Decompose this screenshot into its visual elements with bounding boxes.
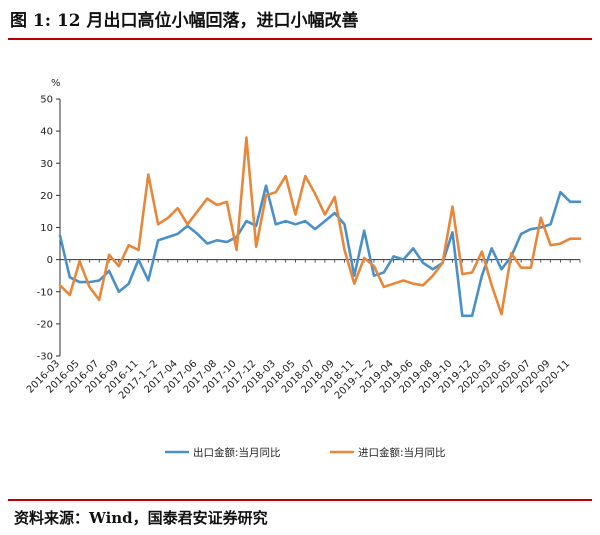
y-unit-label: % [51, 78, 61, 89]
y-tick-label: -10 [37, 287, 53, 298]
y-tick-label: 50 [40, 95, 53, 106]
y-axis: -30 -20 -10 0 10 20 30 40 50% [37, 78, 61, 363]
chart-series [58, 136, 582, 318]
line-chart: -30 -20 -10 0 10 20 30 40 50% 2016-032016-052016… [25, 78, 582, 459]
x-axis: 2016-032016-052016-072016-092016-112017-… [25, 259, 581, 402]
title-divider [8, 38, 592, 40]
source-divider [8, 499, 592, 501]
page-title: 图 1: 12 月出口高位小幅回落，进口小幅改善 [10, 11, 359, 31]
y-tick-label: 40 [40, 127, 53, 138]
y-tick-label: 10 [40, 223, 53, 234]
y-tick-label: 0 [47, 255, 53, 266]
y-tick-label: 20 [40, 191, 53, 202]
chart-legend: 出口金额:当月同比 进口金额:当月同比 [165, 446, 446, 459]
y-tick-label: -30 [37, 352, 53, 363]
series-line-1 [58, 184, 582, 318]
legend-label-2: 进口金额:当月同比 [358, 446, 446, 459]
legend-label-1: 出口金额:当月同比 [193, 446, 281, 459]
source-note: 资料来源：Wind，国泰君安证券研究 [14, 509, 268, 527]
y-tick-label: -20 [37, 319, 53, 330]
series-line-2 [58, 136, 582, 316]
y-tick-label: 30 [40, 159, 53, 170]
